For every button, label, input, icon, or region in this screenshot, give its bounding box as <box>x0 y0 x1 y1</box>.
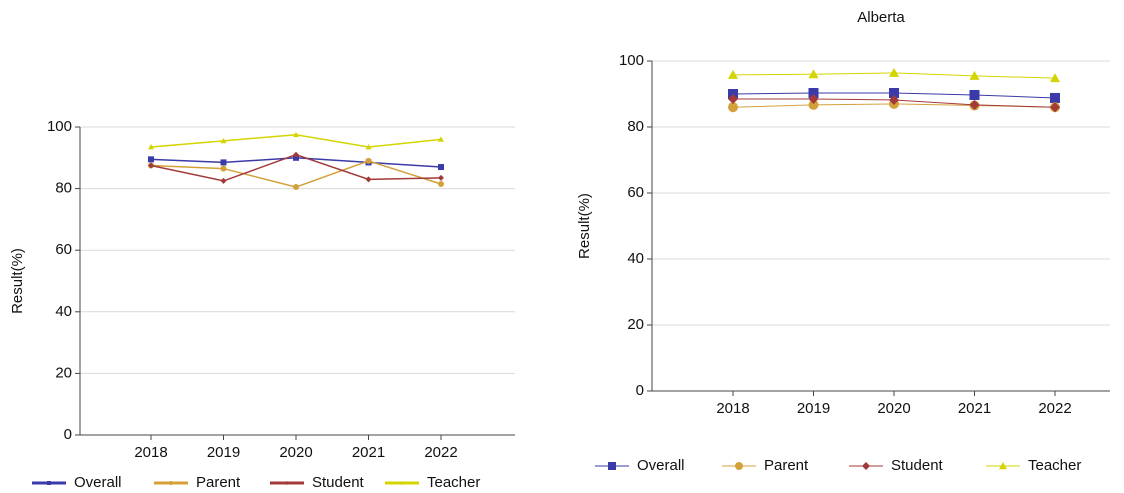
x-tick-label: 2022 <box>424 444 457 461</box>
marker <box>808 88 819 99</box>
legend-marker <box>862 462 870 470</box>
marker <box>1050 92 1060 103</box>
y-tick-label: 20 <box>627 316 644 333</box>
marker <box>293 154 299 161</box>
marker <box>438 180 444 187</box>
marker <box>969 70 980 80</box>
marker <box>438 136 444 142</box>
y-tick-label: 80 <box>55 180 72 197</box>
legend-label: Student <box>312 474 365 491</box>
y-tick-label: 60 <box>627 184 644 201</box>
legend-marker <box>999 462 1007 470</box>
legend-label: Parent <box>764 457 809 474</box>
marker <box>808 99 819 110</box>
y-tick-label: 20 <box>55 364 72 381</box>
legend-marker <box>285 481 289 485</box>
marker <box>220 159 227 166</box>
chart: Result(%) 0 20 40 60 80 100 2018 2019 2020 2021 202… <box>9 118 515 491</box>
y-tick-label: 100 <box>619 52 644 69</box>
marker <box>148 162 154 169</box>
y-tick-label: 100 <box>47 118 72 135</box>
legend-label: Student <box>891 457 944 474</box>
marker <box>293 131 299 138</box>
marker <box>220 165 227 172</box>
x-tick-label: 2019 <box>797 400 830 417</box>
marker <box>148 144 154 150</box>
marker <box>1050 102 1060 113</box>
marker <box>220 137 227 144</box>
marker <box>293 151 299 158</box>
marker <box>365 157 372 164</box>
y-tick-label: 0 <box>64 426 72 443</box>
legend-label: Overall <box>74 474 122 491</box>
legend-label: Teacher <box>427 474 480 491</box>
y-tick-label: 60 <box>55 241 72 258</box>
marker <box>808 93 819 104</box>
marker <box>889 88 899 99</box>
legend-label: Parent <box>196 474 241 491</box>
x-tick-label: 2019 <box>207 444 240 461</box>
marker <box>808 69 819 79</box>
x-tick-label: 2020 <box>279 444 312 461</box>
legend-label: Teacher <box>1028 457 1081 474</box>
marker <box>969 89 980 100</box>
legend-marker <box>47 481 51 485</box>
marker <box>889 67 899 77</box>
legend-marker <box>735 462 743 470</box>
chart-title: Alberta <box>857 9 905 26</box>
marker <box>365 176 372 183</box>
x-tick-label: 2022 <box>1038 400 1071 417</box>
marker <box>728 102 738 113</box>
x-tick-label: 2021 <box>352 444 385 461</box>
x-tick-label: 2021 <box>958 400 991 417</box>
legend-marker <box>400 481 404 485</box>
marker <box>728 93 738 104</box>
y-tick-label: 40 <box>55 303 72 320</box>
marker <box>293 184 299 191</box>
marker <box>728 69 738 79</box>
x-tick-label: 2018 <box>716 400 749 417</box>
y-axis-label: Result(%) <box>576 193 593 259</box>
x-tick-label: 2018 <box>134 444 167 461</box>
x-tick-label: 2020 <box>877 400 910 417</box>
y-tick-label: 80 <box>627 118 644 135</box>
marker <box>438 174 444 181</box>
chart: Alberta Result(%) 0 20 40 60 80 100 2018 2019 2020… <box>576 9 1110 474</box>
marker <box>365 144 372 150</box>
marker <box>889 94 899 105</box>
marker <box>148 156 154 163</box>
legend-marker <box>608 462 616 470</box>
marker <box>220 177 227 184</box>
y-axis-label: Result(%) <box>9 248 26 314</box>
y-tick-label: 0 <box>636 382 644 399</box>
marker <box>969 99 980 110</box>
marker <box>1050 73 1060 83</box>
legend-marker <box>169 481 173 485</box>
y-tick-label: 40 <box>627 250 644 267</box>
legend-label: Overall <box>637 457 685 474</box>
marker <box>438 164 444 171</box>
